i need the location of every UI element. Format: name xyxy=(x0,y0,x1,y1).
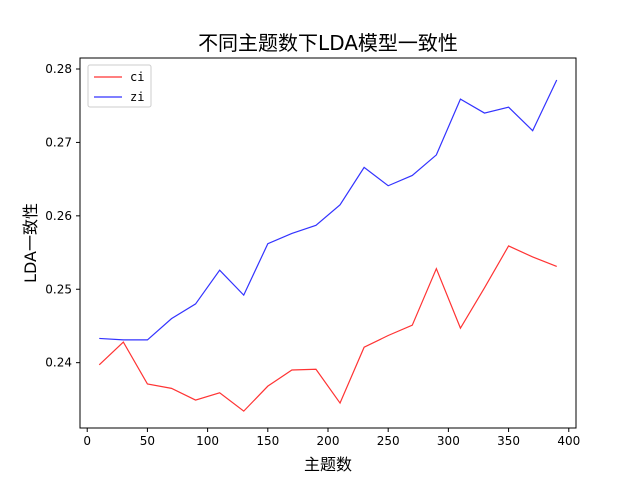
y-tick-label-3: 0.27 xyxy=(45,135,72,149)
axes: 0 50 100 150 200 250 300 350 400 0.24 0.25 0.26 0.27… xyxy=(45,57,580,448)
x-tick-label-300: 300 xyxy=(437,434,460,448)
series-line-zi xyxy=(99,79,558,341)
legend: ci zi xyxy=(87,64,152,108)
y-tick-label-4: 0.28 xyxy=(45,62,72,76)
x-tick-label-200: 200 xyxy=(317,434,340,448)
chart-title: 不同主题数下LDA模型一致性 xyxy=(198,31,458,55)
legend-label-zi: zi xyxy=(130,90,144,104)
y-tick-label-0: 0.24 xyxy=(45,356,72,370)
x-tick-label-50: 50 xyxy=(140,434,155,448)
legend-label-ci: ci xyxy=(130,70,144,84)
x-tick-label-350: 350 xyxy=(497,434,520,448)
plot-area xyxy=(98,79,558,412)
y-tick-label-1: 0.25 xyxy=(45,282,72,296)
x-axis-label: 主题数 xyxy=(304,455,352,474)
x-tick-label-400: 400 xyxy=(557,434,580,448)
y-axis-label: LDA一致性 xyxy=(21,203,40,283)
x-tick-label-0: 0 xyxy=(83,434,91,448)
x-tick-label-100: 100 xyxy=(196,434,219,448)
y-tick-label-2: 0.26 xyxy=(45,209,72,223)
x-tick-label-250: 250 xyxy=(377,434,400,448)
x-tick-label-150: 150 xyxy=(256,434,279,448)
series-line-ci xyxy=(98,245,557,412)
